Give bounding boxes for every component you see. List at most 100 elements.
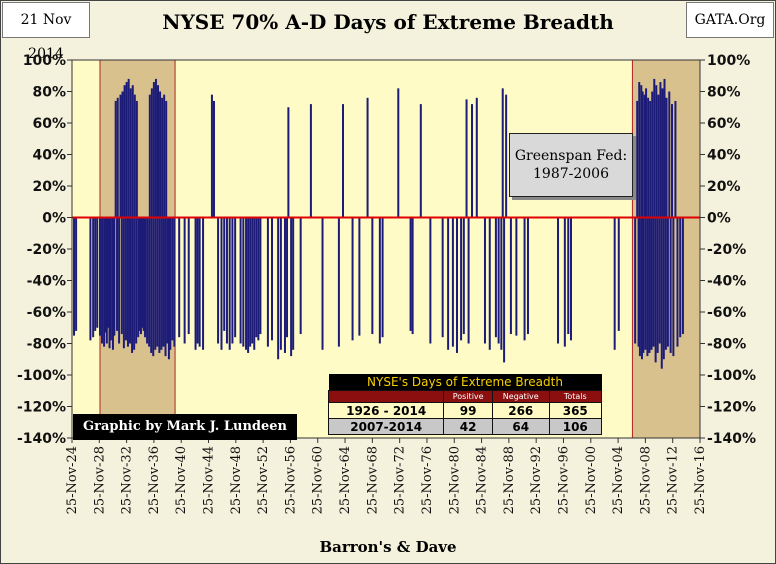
bar [666, 217, 669, 347]
bar [139, 217, 142, 335]
chart-title: NYSE 70% A-D Days of Extreme Breadth [162, 10, 614, 34]
bar [471, 104, 474, 218]
bar [171, 217, 174, 341]
y-tick-label-right: -140% [707, 431, 756, 447]
bar [137, 217, 140, 338]
bar [659, 82, 662, 218]
stats-row-totals: 365 [548, 402, 603, 419]
bar [637, 217, 640, 347]
y-tick-label-left: -80% [27, 337, 66, 353]
bar [122, 217, 125, 349]
greenspan-note-text: Greenspan Fed: 1987-2006 [514, 148, 628, 182]
bar [202, 217, 205, 350]
y-tick-label-left: -60% [27, 305, 66, 321]
bar [133, 94, 136, 218]
y-tick-label-left: -140% [17, 431, 66, 447]
y-tick-label-left: -120% [17, 400, 66, 416]
bar [150, 217, 153, 353]
y-tick-label-right: -100% [707, 368, 756, 384]
bar [378, 217, 381, 344]
bar [660, 217, 663, 369]
bar [650, 217, 653, 350]
x-tick-label: 25-Nov-32 [120, 446, 135, 514]
y-tick-label-left: 60% [32, 116, 66, 132]
bar [141, 217, 144, 328]
bar [419, 104, 422, 218]
y-tick-label-right: 20% [707, 179, 741, 195]
bar [249, 217, 252, 347]
bar [657, 94, 660, 218]
bar [121, 91, 124, 218]
bar [113, 217, 116, 336]
bar [638, 217, 641, 357]
bar [257, 217, 260, 341]
y-tick-label-left: -100% [17, 368, 66, 384]
bar [198, 217, 201, 347]
y-tick-label-right: 40% [707, 148, 741, 164]
bar [126, 217, 129, 347]
bar [658, 217, 661, 344]
bar [120, 217, 123, 335]
bar [89, 217, 92, 341]
bar [178, 217, 181, 338]
bar [255, 217, 258, 338]
x-tick-label: 25-Nov-72 [393, 446, 408, 514]
bar [234, 217, 237, 338]
stats-header-blank [327, 390, 445, 403]
stats-table-title: NYSE's Days of Extreme Breadth [328, 374, 602, 391]
bar [247, 217, 250, 353]
bar [676, 217, 679, 347]
bar [133, 217, 136, 350]
y-tick-label-right: -60% [707, 305, 746, 321]
x-tick-label: 25-Nov-96 [556, 446, 571, 514]
stats-row-negative: 266 [491, 402, 550, 419]
bar [131, 85, 134, 218]
credit-label: Graphic by Mark J. Lundeen [73, 414, 297, 440]
bar [217, 217, 220, 344]
bar [674, 100, 677, 218]
bar [505, 94, 508, 218]
y-tick-label-left: 80% [32, 85, 66, 101]
stats-header-positive: Positive [443, 390, 493, 403]
x-tick-label: 25-Nov-56 [283, 446, 298, 514]
bar [668, 91, 671, 218]
bar [158, 217, 161, 353]
x-tick-label: 25-Nov-92 [529, 446, 544, 514]
x-tick-label: 25-Nov-28 [92, 446, 107, 514]
bar [105, 217, 108, 344]
bar [613, 217, 616, 350]
stats-table: NYSE's Days of Extreme Breadth Positive … [327, 374, 603, 435]
bar [98, 217, 101, 336]
y-tick-label-right: -20% [707, 242, 746, 258]
bar [169, 217, 172, 350]
bar [337, 217, 340, 347]
bar [152, 217, 155, 357]
bar [497, 217, 500, 344]
y-tick-label-left: 0% [42, 211, 66, 227]
bar [231, 217, 234, 344]
greenspan-note: Greenspan Fed: 1987-2006 [509, 133, 633, 197]
bar [455, 217, 458, 353]
bar [266, 217, 269, 347]
bar [662, 217, 665, 360]
bar [664, 217, 667, 350]
bar [104, 217, 107, 333]
bar [164, 217, 167, 357]
bar [242, 217, 245, 347]
bar [671, 104, 674, 218]
x-tick-label: 25-Nov-12 [666, 446, 681, 514]
y-tick-label-right: 100% [707, 53, 750, 69]
x-tick-label: 25-Nov-52 [256, 446, 271, 514]
bar [646, 217, 649, 357]
bar [299, 217, 302, 335]
x-tick-label: 25-Nov-24 [65, 446, 80, 514]
x-tick-label: 25-Nov-44 [202, 446, 217, 514]
bar [515, 217, 518, 336]
bar [397, 88, 400, 218]
bar [643, 94, 646, 218]
x-tick-label: 25-Nov-76 [420, 446, 435, 514]
bar [225, 217, 228, 344]
bar [167, 217, 170, 360]
bar [636, 100, 639, 218]
